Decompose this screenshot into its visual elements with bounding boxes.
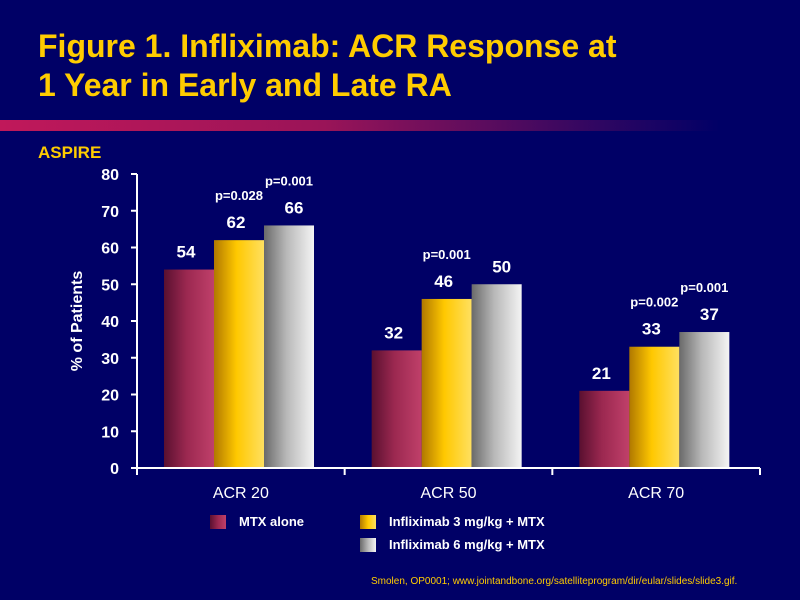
bar-2-0 <box>579 390 630 468</box>
data-label-0-0: 54 <box>177 243 196 262</box>
y-tick-label-20: 20 <box>101 388 119 405</box>
x-tick-label-2: ACR 70 <box>628 485 684 502</box>
data-label-1-0: 32 <box>384 323 403 342</box>
bar-2-2 <box>679 332 730 468</box>
legend-label-infliximab-3mg: Infliximab 3 mg/kg + MTX <box>389 514 545 529</box>
legend-item-infliximab-6mg: Infliximab 6 mg/kg + MTX <box>360 537 545 552</box>
p-value-annotation-2: p=0.001 <box>423 247 471 262</box>
p-value-annotation-3: p=0.002 <box>630 295 678 310</box>
legend-item-mtx-alone: MTX alone <box>210 514 304 529</box>
source-citation: Smolen, OP0001; www.jointandbone.org/sat… <box>371 576 738 587</box>
slide-title-line-2: 1 Year in Early and Late RA <box>38 67 452 103</box>
data-label-2-1: 33 <box>642 320 661 339</box>
bar-1-2 <box>471 284 522 468</box>
slide-title-line-1: Figure 1. Infliximab: ACR Response at <box>38 28 617 64</box>
bar-0-2 <box>264 225 314 468</box>
y-tick-label-60: 60 <box>101 241 119 258</box>
y-tick-label-10: 10 <box>101 424 119 441</box>
bar-1-1 <box>421 298 472 468</box>
y-tick-label-0: 0 <box>110 461 119 478</box>
data-label-1-2: 50 <box>492 257 511 276</box>
data-label-0-1: 62 <box>227 213 246 232</box>
legend-swatch-infliximab-3mg <box>360 514 376 529</box>
p-value-annotation-1: p=0.001 <box>265 173 313 188</box>
p-value-annotation-4: p=0.001 <box>680 280 728 295</box>
data-label-2-0: 21 <box>592 364 611 383</box>
legend-swatch-infliximab-6mg <box>360 537 376 552</box>
legend-item-infliximab-3mg: Infliximab 3 mg/kg + MTX <box>360 514 545 529</box>
y-tick-label-70: 70 <box>101 204 119 221</box>
y-axis-title: % of Patients <box>69 271 86 372</box>
data-label-2-2: 37 <box>700 305 719 324</box>
y-tick-label-80: 80 <box>101 167 119 184</box>
data-label-1-1: 46 <box>434 272 453 291</box>
bar-0-1 <box>214 240 264 468</box>
y-tick-label-30: 30 <box>101 351 119 368</box>
legend-swatch-mtx-alone <box>210 514 226 529</box>
y-tick-label-40: 40 <box>101 314 119 331</box>
p-value-annotation-0: p=0.028 <box>215 188 263 203</box>
data-label-0-2: 66 <box>285 198 304 217</box>
x-tick-label-1: ACR 50 <box>420 485 476 502</box>
legend-label-mtx-alone: MTX alone <box>239 514 305 529</box>
study-label: ASPIRE <box>38 143 102 162</box>
slide-title: Figure 1. Infliximab: ACR Response at 1 … <box>38 27 616 105</box>
legend-label-infliximab-6mg: Infliximab 6 mg/kg + MTX <box>389 537 545 552</box>
bar-2-1 <box>629 346 680 468</box>
title-divider <box>0 120 720 131</box>
x-tick-label-0: ACR 20 <box>213 485 269 502</box>
bar-1-0 <box>371 350 422 468</box>
bar-0-0 <box>164 269 214 468</box>
y-tick-label-50: 50 <box>101 277 119 294</box>
